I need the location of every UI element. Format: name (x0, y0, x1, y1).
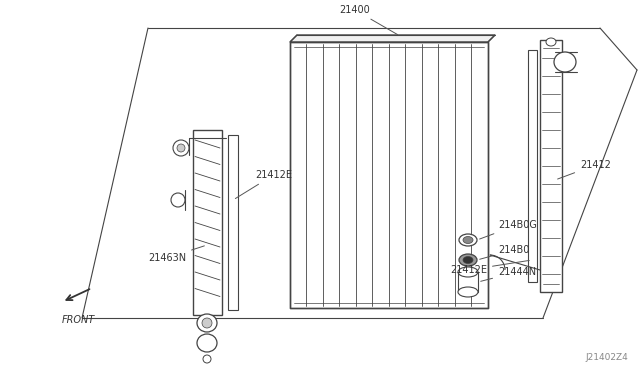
Text: 214B0: 214B0 (480, 245, 529, 259)
Ellipse shape (459, 254, 477, 266)
Ellipse shape (173, 140, 189, 156)
Text: 214B0G: 214B0G (479, 220, 537, 239)
Ellipse shape (463, 237, 473, 244)
Polygon shape (228, 135, 238, 310)
Ellipse shape (458, 287, 478, 297)
Ellipse shape (459, 234, 477, 246)
Polygon shape (528, 50, 537, 282)
Ellipse shape (554, 52, 576, 72)
Text: 21400: 21400 (340, 5, 397, 35)
Ellipse shape (171, 193, 185, 207)
Polygon shape (290, 42, 488, 308)
Text: 21412E: 21412E (450, 260, 529, 275)
Polygon shape (540, 40, 562, 292)
Ellipse shape (546, 38, 556, 46)
Text: J21402Z4: J21402Z4 (585, 353, 628, 362)
Polygon shape (458, 272, 478, 292)
Ellipse shape (202, 318, 212, 328)
Text: FRONT: FRONT (61, 315, 95, 325)
Polygon shape (290, 35, 495, 42)
Ellipse shape (203, 355, 211, 363)
Ellipse shape (197, 314, 217, 332)
Polygon shape (193, 130, 222, 315)
Text: 21463N: 21463N (148, 246, 204, 263)
Ellipse shape (197, 334, 217, 352)
Text: 21412: 21412 (557, 160, 611, 179)
Ellipse shape (458, 267, 478, 277)
Ellipse shape (463, 257, 473, 263)
Text: 21444N: 21444N (481, 267, 536, 281)
Text: 21412E: 21412E (236, 170, 292, 199)
Ellipse shape (177, 144, 185, 152)
